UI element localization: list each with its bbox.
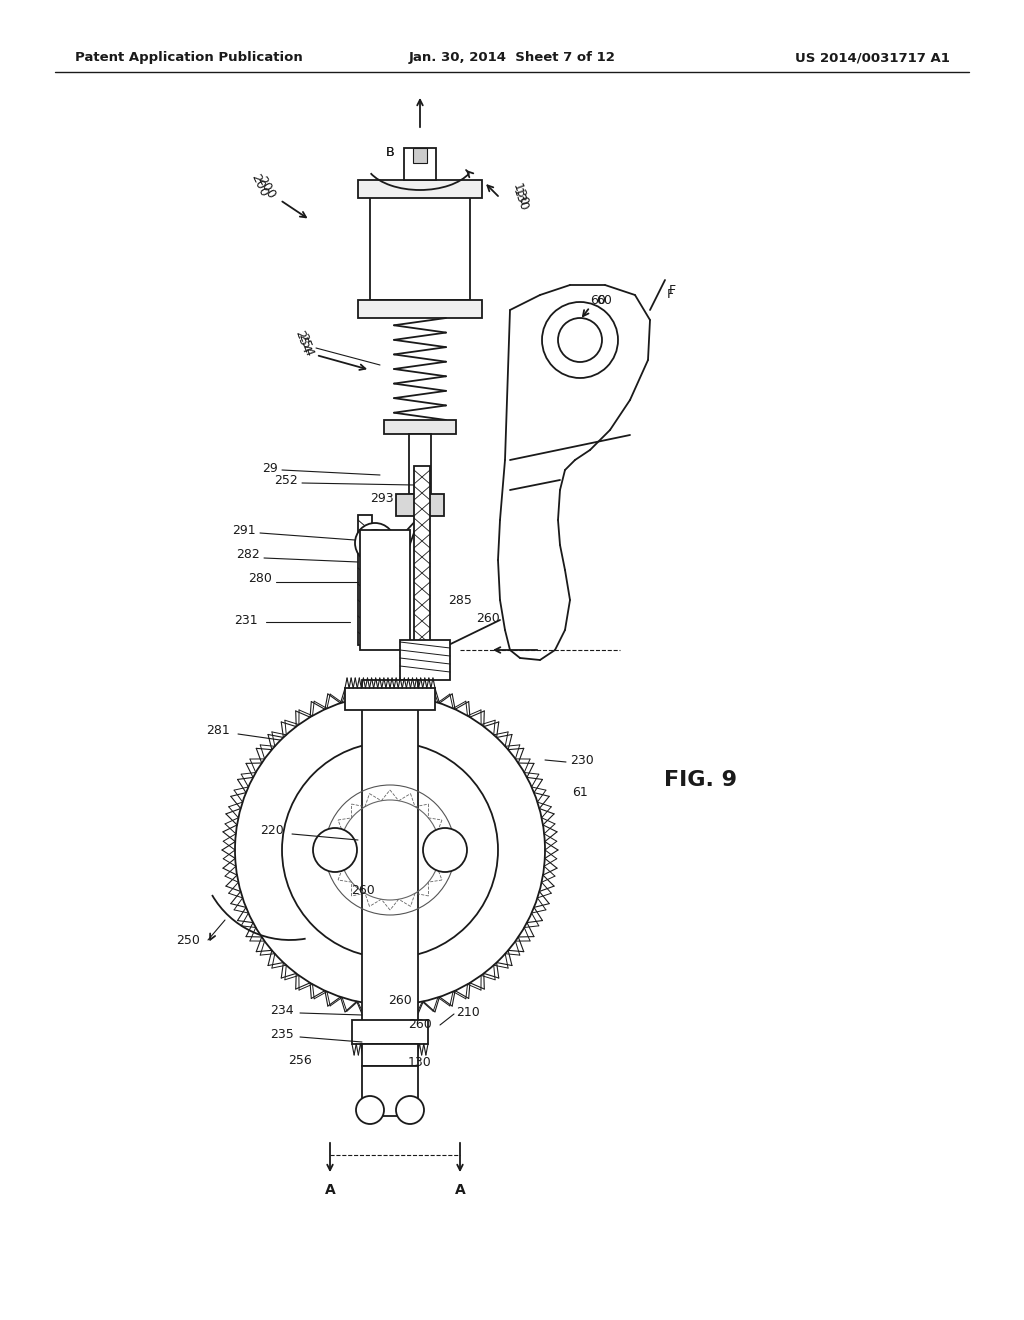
Text: 231: 231 (234, 614, 258, 627)
Bar (396, 494, 444, 516)
Text: B: B (386, 145, 394, 158)
Bar (414, 466, 430, 667)
Text: 61: 61 (572, 785, 588, 799)
Text: 60: 60 (590, 293, 606, 306)
Text: 210: 210 (456, 1006, 480, 1019)
Text: F: F (669, 284, 676, 297)
Text: 293: 293 (370, 491, 393, 504)
Circle shape (282, 742, 498, 958)
Bar (404, 148, 436, 180)
Circle shape (361, 556, 389, 583)
Text: 130: 130 (510, 182, 530, 209)
Text: 130: 130 (510, 186, 530, 214)
Text: Jan. 30, 2014  Sheet 7 of 12: Jan. 30, 2014 Sheet 7 of 12 (409, 51, 615, 65)
Text: B: B (386, 145, 394, 158)
Text: 230: 230 (570, 754, 594, 767)
Text: 29: 29 (262, 462, 278, 474)
Circle shape (362, 531, 388, 556)
Text: A: A (455, 1183, 465, 1197)
Bar (345, 688, 435, 710)
Bar (358, 300, 482, 318)
Text: 282: 282 (237, 549, 260, 561)
Text: 254: 254 (292, 329, 312, 355)
Circle shape (367, 562, 383, 578)
Circle shape (396, 1096, 424, 1125)
Text: 291: 291 (232, 524, 256, 536)
Circle shape (356, 1096, 384, 1125)
Text: 235: 235 (270, 1028, 294, 1041)
Circle shape (355, 523, 395, 564)
Text: 285: 285 (449, 594, 472, 606)
Text: 60: 60 (596, 293, 612, 306)
Text: 260: 260 (388, 994, 412, 1006)
Circle shape (542, 302, 618, 378)
Text: Patent Application Publication: Patent Application Publication (75, 51, 303, 65)
Text: A: A (325, 1183, 336, 1197)
Text: 234: 234 (270, 1003, 294, 1016)
Text: 260: 260 (476, 611, 500, 624)
Bar (358, 180, 482, 198)
Text: 280: 280 (248, 572, 272, 585)
Bar (358, 515, 372, 645)
Bar (384, 420, 456, 434)
Text: 260: 260 (408, 1019, 432, 1031)
Circle shape (369, 590, 381, 602)
Text: 260: 260 (351, 883, 375, 896)
Text: 200: 200 (255, 174, 279, 202)
Circle shape (234, 696, 545, 1005)
Bar (413, 148, 427, 162)
Text: 130: 130 (408, 1056, 432, 1068)
Circle shape (362, 583, 387, 609)
Text: 220: 220 (260, 824, 284, 837)
Bar (362, 680, 418, 1049)
Bar (409, 434, 431, 494)
Bar (400, 640, 450, 680)
Circle shape (558, 318, 602, 362)
Text: 254: 254 (295, 331, 315, 359)
Text: FIG. 9: FIG. 9 (664, 770, 736, 789)
Circle shape (423, 828, 467, 873)
Bar (370, 185, 470, 300)
Text: 200: 200 (248, 172, 270, 198)
Text: 281: 281 (206, 723, 230, 737)
Text: F: F (667, 289, 674, 301)
Bar (352, 1020, 428, 1044)
Text: 250: 250 (176, 933, 200, 946)
Bar (362, 1067, 418, 1115)
Circle shape (313, 828, 357, 873)
Text: 252: 252 (274, 474, 298, 487)
Bar (360, 531, 410, 649)
Text: 256: 256 (288, 1053, 312, 1067)
Bar (362, 1044, 418, 1067)
Text: US 2014/0031717 A1: US 2014/0031717 A1 (795, 51, 950, 65)
